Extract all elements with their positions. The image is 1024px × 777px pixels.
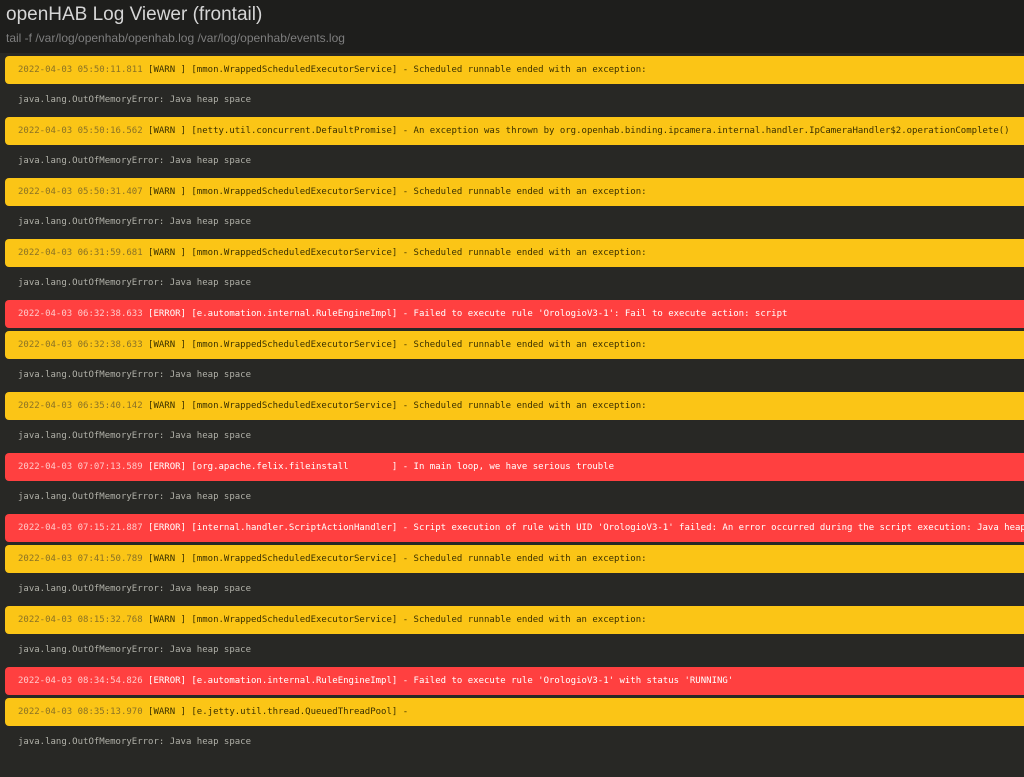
log-detail-line: java.lang.OutOfMemoryError: Java heap sp… [18, 737, 251, 747]
log-detail-line: java.lang.OutOfMemoryError: Java heap sp… [18, 492, 251, 502]
log-message: [ERROR] [internal.handler.ScriptActionHa… [142, 523, 1024, 533]
log-timestamp: 2022-04-03 07:41:50.789 [18, 554, 143, 564]
log-timestamp: 2022-04-03 05:50:11.811 [18, 65, 143, 75]
log-list: 2022-04-03 05:50:11.811 [WARN ] [mmon.Wr… [0, 56, 1024, 756]
log-detail-line: java.lang.OutOfMemoryError: Java heap sp… [18, 584, 251, 594]
log-detail-line: java.lang.OutOfMemoryError: Java heap sp… [18, 217, 251, 227]
log-message: [ERROR] [org.apache.felix.fileinstall ] … [142, 462, 615, 472]
log-message: [WARN ] [mmon.WrappedScheduledExecutorSe… [142, 340, 647, 350]
log-message: [ERROR] [e.automation.internal.RuleEngin… [142, 676, 734, 686]
log-timestamp: 2022-04-03 05:50:16.562 [18, 126, 143, 136]
log-message: [WARN ] [mmon.WrappedScheduledExecutorSe… [142, 554, 647, 564]
log-entry-warn: 2022-04-03 06:31:59.681 [WARN ] [mmon.Wr… [5, 239, 1024, 267]
log-entry-warn: 2022-04-03 07:41:50.789 [WARN ] [mmon.Wr… [5, 545, 1024, 573]
log-entry-warn: 2022-04-03 06:35:40.142 [WARN ] [mmon.Wr… [5, 392, 1024, 420]
log-timestamp: 2022-04-03 08:15:32.768 [18, 615, 143, 625]
log-timestamp: 2022-04-03 06:35:40.142 [18, 401, 143, 411]
log-timestamp: 2022-04-03 08:34:54.826 [18, 676, 143, 686]
log-detail-line: java.lang.OutOfMemoryError: Java heap sp… [18, 645, 251, 655]
log-entry-error: 2022-04-03 07:15:21.887 [ERROR] [interna… [5, 514, 1024, 542]
log-entry-warn: 2022-04-03 08:35:13.970 [WARN ] [e.jetty… [5, 698, 1024, 726]
log-entry-warn: 2022-04-03 05:50:16.562 [WARN ] [netty.u… [5, 117, 1024, 145]
log-timestamp: 2022-04-03 08:35:13.970 [18, 707, 143, 717]
log-message: [WARN ] [netty.util.concurrent.DefaultPr… [142, 126, 1010, 136]
log-timestamp: 2022-04-03 07:15:21.887 [18, 523, 143, 533]
page-title: openHAB Log Viewer (frontail) [6, 4, 263, 25]
log-detail-line: java.lang.OutOfMemoryError: Java heap sp… [18, 431, 251, 441]
log-detail-line: java.lang.OutOfMemoryError: Java heap sp… [18, 370, 251, 380]
log-entry-warn: 2022-04-03 05:50:11.811 [WARN ] [mmon.Wr… [5, 56, 1024, 84]
log-timestamp: 2022-04-03 05:50:31.407 [18, 187, 143, 197]
log-message: [ERROR] [e.automation.internal.RuleEngin… [142, 309, 788, 319]
log-detail-line: java.lang.OutOfMemoryError: Java heap sp… [18, 95, 251, 105]
log-message: [WARN ] [mmon.WrappedScheduledExecutorSe… [142, 401, 647, 411]
log-detail-line: java.lang.OutOfMemoryError: Java heap sp… [18, 156, 251, 166]
log-entry-warn: 2022-04-03 08:15:32.768 [WARN ] [mmon.Wr… [5, 606, 1024, 634]
log-message: [WARN ] [mmon.WrappedScheduledExecutorSe… [142, 248, 647, 258]
log-entry-warn: 2022-04-03 06:32:38.633 [WARN ] [mmon.Wr… [5, 331, 1024, 359]
log-timestamp: 2022-04-03 06:31:59.681 [18, 248, 143, 258]
log-entry-error: 2022-04-03 07:07:13.589 [ERROR] [org.apa… [5, 453, 1024, 481]
log-entry-error: 2022-04-03 08:34:54.826 [ERROR] [e.autom… [5, 667, 1024, 695]
header: openHAB Log Viewer (frontail) tail -f /v… [0, 0, 1024, 53]
page-subtitle: tail -f /var/log/openhab/openhab.log /va… [6, 31, 345, 45]
log-entry-error: 2022-04-03 06:32:38.633 [ERROR] [e.autom… [5, 300, 1024, 328]
log-timestamp: 2022-04-03 06:32:38.633 [18, 309, 143, 319]
log-message: [WARN ] [mmon.WrappedScheduledExecutorSe… [142, 65, 647, 75]
log-detail-line: java.lang.OutOfMemoryError: Java heap sp… [18, 278, 251, 288]
log-message: [WARN ] [mmon.WrappedScheduledExecutorSe… [142, 615, 647, 625]
log-timestamp: 2022-04-03 07:07:13.589 [18, 462, 143, 472]
log-entry-warn: 2022-04-03 05:50:31.407 [WARN ] [mmon.Wr… [5, 178, 1024, 206]
log-message: [WARN ] [mmon.WrappedScheduledExecutorSe… [142, 187, 647, 197]
log-timestamp: 2022-04-03 06:32:38.633 [18, 340, 143, 350]
log-message: [WARN ] [e.jetty.util.thread.QueuedThrea… [142, 707, 409, 717]
